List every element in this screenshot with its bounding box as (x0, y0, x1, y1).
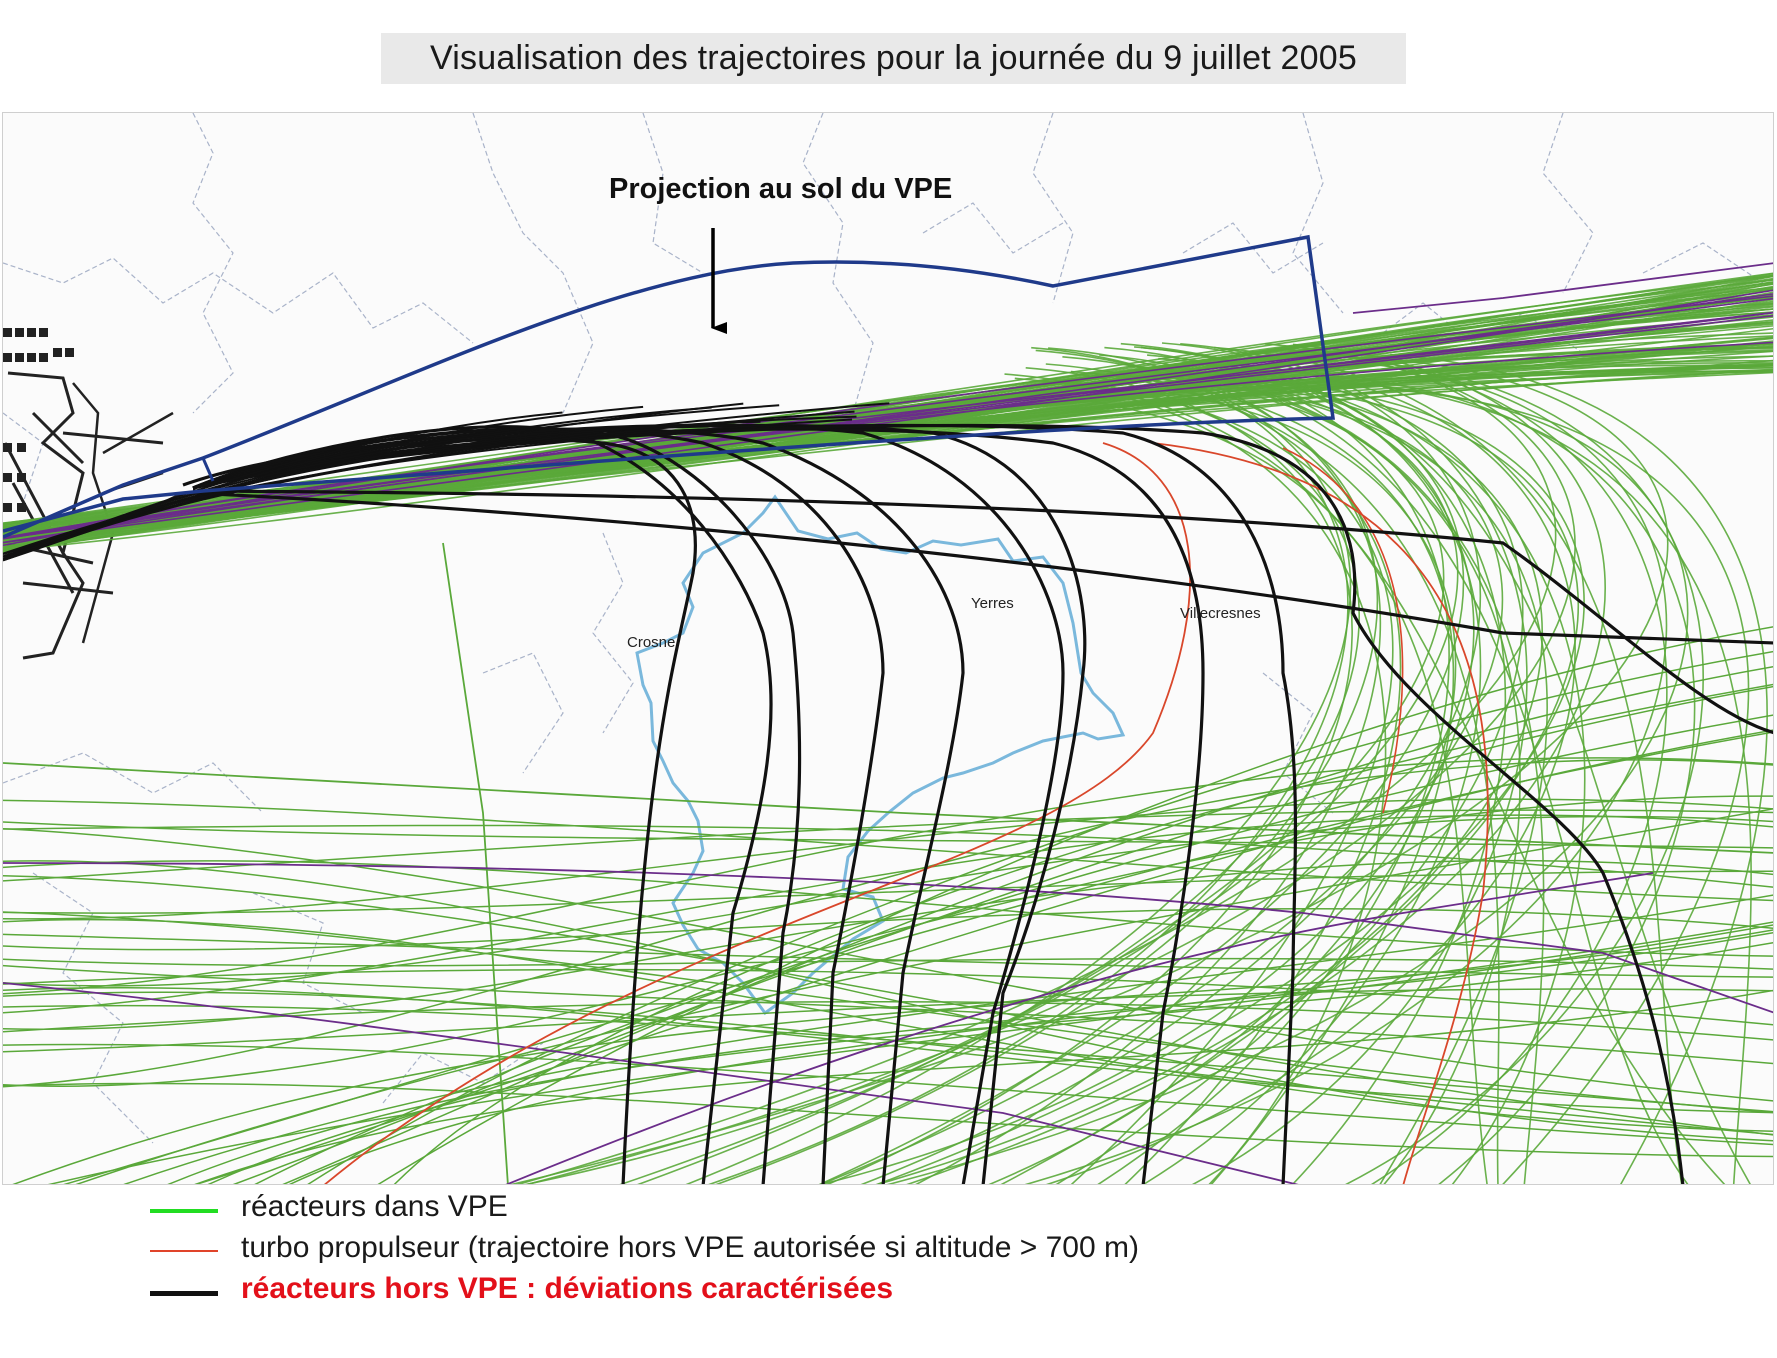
place-label-villecresnes: Villecresnes (1180, 605, 1261, 622)
map-title-banner: Visualisation des trajectoires pour la j… (381, 33, 1406, 84)
place-label-yerres: Yerres (971, 595, 1014, 612)
legend-item-green: réacteurs dans VPE (150, 1190, 1450, 1230)
legend-swatch-black (150, 1291, 218, 1296)
legend-label-black: réacteurs hors VPE : déviations caractér… (241, 1272, 894, 1305)
vpe-annotation: Projection au sol du VPE (609, 173, 953, 205)
map-canvas (3, 113, 1773, 1184)
legend-label-red: turbo propulseur (trajectoire hors VPE a… (241, 1231, 1139, 1264)
map-title: Visualisation des trajectoires pour la j… (430, 39, 1357, 77)
deviation-trajectories (3, 402, 1773, 1184)
legend-swatch-green (150, 1209, 218, 1213)
airport-runways (3, 328, 184, 660)
legend-item-black: réacteurs hors VPE : déviations caractér… (150, 1272, 1450, 1312)
legend-label-green: réacteurs dans VPE (241, 1190, 508, 1223)
trajectory-map: Projection au sol du VPE Crosne Yerres V… (2, 112, 1774, 1185)
commune-boundary (635, 494, 1126, 1016)
legend-swatch-red (150, 1250, 218, 1252)
place-label-crosne: Crosne (627, 634, 676, 651)
legend-item-red: turbo propulseur (trajectoire hors VPE a… (150, 1231, 1450, 1271)
legend: réacteurs dans VPE turbo propulseur (tra… (150, 1190, 1450, 1350)
vpe-ground-projection (3, 234, 1336, 539)
